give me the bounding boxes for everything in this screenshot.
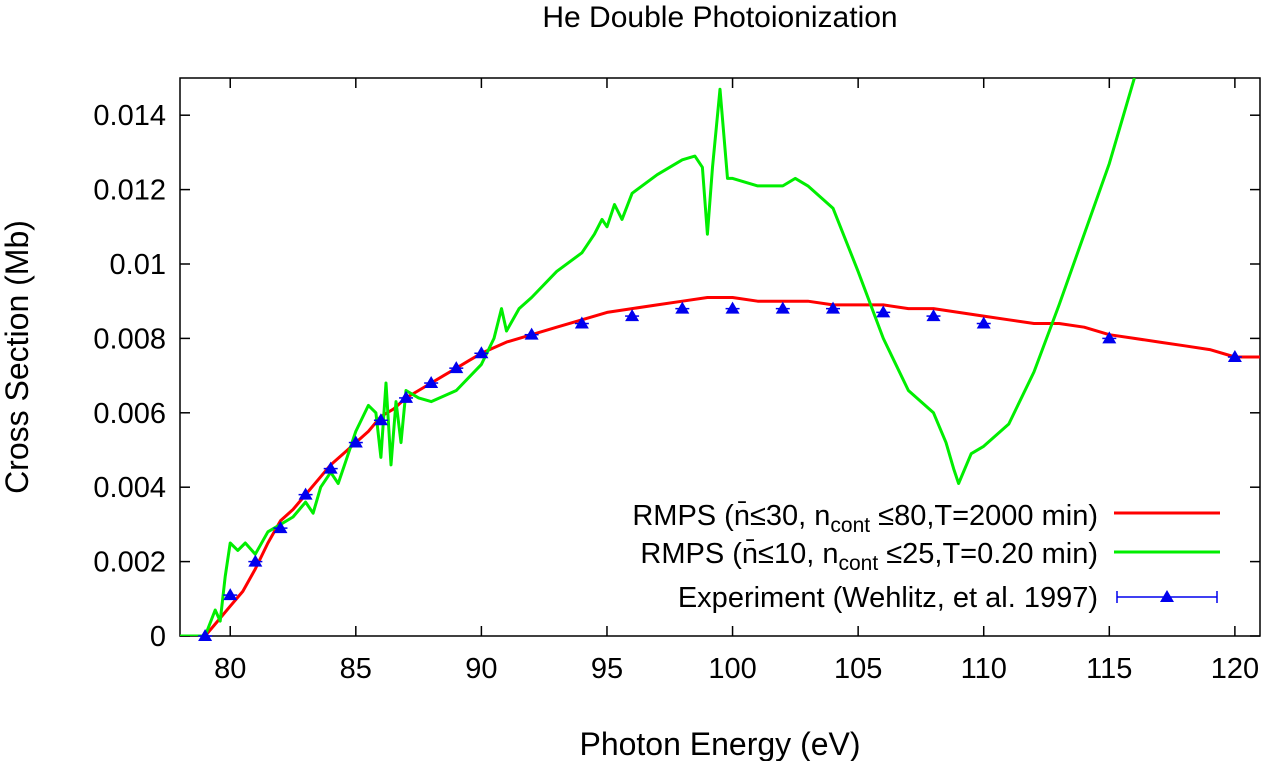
legend-marker-experiment xyxy=(1160,590,1174,602)
legend-label-rmps-large: RMPS (n̄≤30, ncont ≤80,T=2000 min) xyxy=(632,500,1098,537)
y-axis-label: Cross Section (Mb) xyxy=(0,220,35,494)
legend: RMPS (n̄≤30, ncont ≤80,T=2000 min) RMPS … xyxy=(632,500,1220,614)
experiment-point xyxy=(926,309,941,322)
x-axis-label: Photon Energy (eV) xyxy=(579,726,860,761)
x-tick-label: 80 xyxy=(214,653,246,685)
experiment-point xyxy=(348,435,363,448)
experiment-point xyxy=(625,309,640,322)
experiment-point xyxy=(474,346,489,359)
experiment-point xyxy=(273,521,288,534)
experiment-point xyxy=(876,305,891,318)
y-tick-label: 0.008 xyxy=(93,323,166,355)
series-line-rmps-small xyxy=(180,78,1136,636)
experiment-point xyxy=(725,301,740,314)
experiment-point xyxy=(775,301,790,314)
experiment-point xyxy=(449,361,464,374)
experiment-point xyxy=(248,554,263,567)
experiment-point xyxy=(826,301,841,314)
x-tick-label: 110 xyxy=(961,653,1007,685)
x-tick-label: 85 xyxy=(340,653,372,685)
experiment-point xyxy=(399,390,414,403)
y-tick-label: 0.014 xyxy=(93,100,166,132)
experiment-point xyxy=(323,461,338,474)
experiment-point xyxy=(424,376,439,389)
x-tick-label: 120 xyxy=(1211,653,1259,685)
y-tick-label: 0.004 xyxy=(93,472,166,504)
y-tick-label: 0.006 xyxy=(93,398,166,430)
chart-title: He Double Photoionization xyxy=(542,1,897,34)
legend-label-rmps-small: RMPS (n̄≤10, ncont ≤25,T=0.20 min) xyxy=(640,538,1098,575)
y-axis: 0 0.002 0.004 0.006 0.008 0.01 0.012 0.014 xyxy=(93,100,1260,653)
experiment-point xyxy=(574,316,589,329)
y-tick-label: 0.01 xyxy=(110,249,166,281)
experiment-point xyxy=(298,487,313,500)
x-tick-label: 115 xyxy=(1086,653,1132,685)
y-tick-label: 0.012 xyxy=(93,175,166,207)
y-tick-label: 0 xyxy=(150,621,166,653)
experiment-point xyxy=(223,588,238,601)
experiment-point xyxy=(1227,350,1242,362)
y-tick-label: 0.002 xyxy=(93,547,166,579)
experiment-point xyxy=(373,413,388,426)
x-tick-label: 100 xyxy=(708,653,756,685)
x-tick-label: 105 xyxy=(834,653,882,685)
experiment-point xyxy=(1102,331,1117,344)
x-axis: 80 85 90 95 100 105 110 115 120 xyxy=(214,78,1259,685)
legend-label-experiment: Experiment (Wehlitz, et al. 1997) xyxy=(678,582,1098,614)
experiment-point xyxy=(675,301,690,314)
x-tick-label: 95 xyxy=(591,653,623,685)
x-tick-label: 90 xyxy=(465,653,497,685)
experiment-point xyxy=(198,629,213,641)
experiment-point xyxy=(524,327,539,340)
experiment-layer xyxy=(198,301,1242,641)
experiment-point xyxy=(976,316,991,329)
